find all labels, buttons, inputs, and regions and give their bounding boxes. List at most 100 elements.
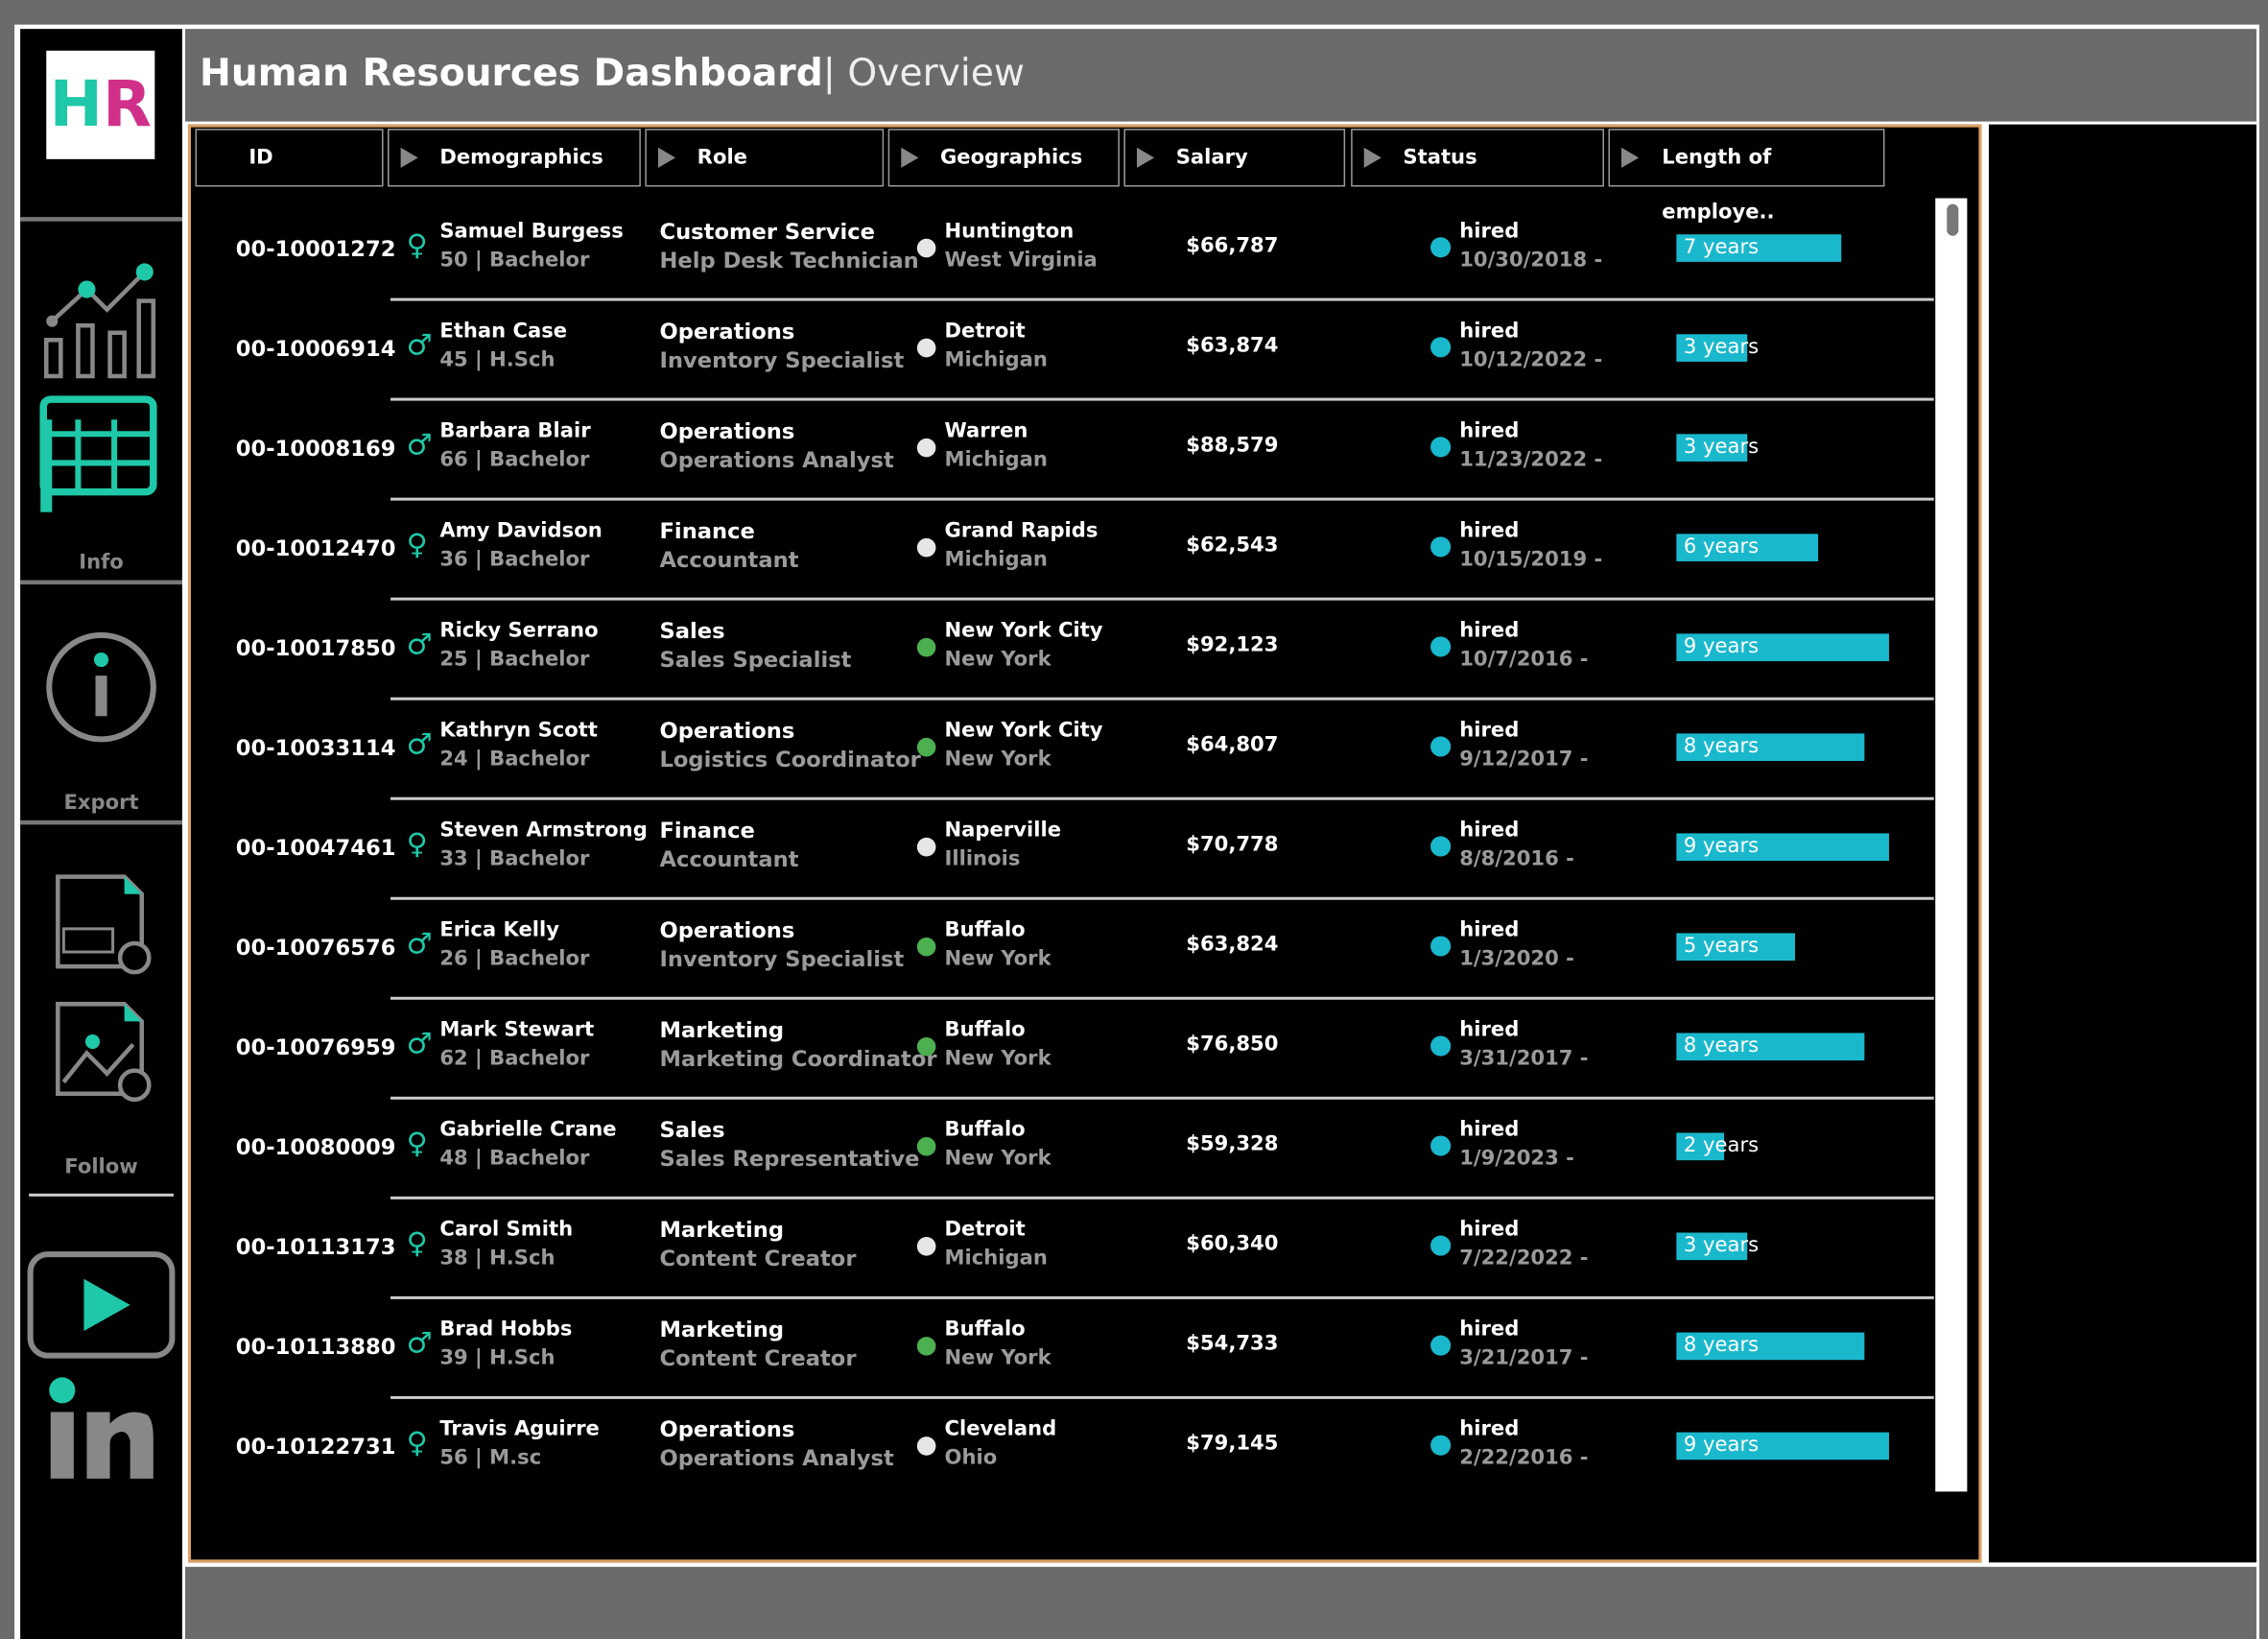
row-divider (390, 697, 1934, 701)
column-header[interactable]: Status (1351, 129, 1604, 187)
status-dot (1430, 1435, 1452, 1456)
download-icons[interactable] (52, 871, 156, 1117)
header-label: Length of employe.. (1662, 146, 1775, 225)
divider (29, 1193, 174, 1197)
header-label: Demographics (439, 146, 603, 170)
employee-id: 00-10076959 (235, 1033, 396, 1061)
hire-date: 2/22/2016 - (1459, 1446, 1589, 1470)
tenure-label: 5 years (1683, 934, 1760, 959)
name: Kathryn Scott (439, 719, 598, 743)
employee-id: 00-10012470 (235, 534, 396, 561)
column-header[interactable]: ID (195, 129, 384, 187)
location-dot (916, 937, 936, 957)
gender-icon: ♂ (406, 1325, 433, 1361)
department: Marketing (659, 1316, 785, 1343)
tenure-label: 9 years (1683, 1434, 1760, 1458)
job-title: Operations Analyst (659, 446, 894, 474)
sort-icon[interactable] (1363, 147, 1382, 168)
tenure-bar (1676, 334, 1748, 362)
tenure-label: 8 years (1683, 1033, 1760, 1058)
column-header[interactable]: Role (645, 129, 885, 187)
status-dot (1430, 636, 1452, 657)
sort-icon[interactable] (901, 147, 919, 168)
tenure-bar (1676, 1232, 1748, 1261)
gender-icon: ♂ (406, 326, 433, 362)
status: hired (1459, 1218, 1520, 1242)
job-title: Accountant (659, 546, 799, 574)
header-title: Human Resources Dashboard| Overview (200, 52, 1025, 95)
location-dot (916, 1137, 936, 1156)
side-panel (1989, 124, 2256, 1563)
location-dot (916, 238, 936, 258)
city: Huntington (944, 220, 1075, 244)
scrollbar[interactable] (1935, 198, 1968, 1492)
logo-text: HR (49, 67, 153, 142)
tenure-bar (1676, 1132, 1724, 1161)
status: hired (1459, 419, 1520, 443)
footer (184, 1566, 2256, 1639)
salary: $76,850 (1186, 1033, 1279, 1057)
salary: $63,824 (1186, 933, 1279, 957)
name: Steven Armstrong (439, 819, 648, 843)
status-dot (1430, 1035, 1452, 1057)
export-icon[interactable] (43, 629, 159, 746)
status: hired (1459, 918, 1520, 942)
salary: $60,340 (1186, 1232, 1279, 1256)
demographics: 56 | M.sc (439, 1446, 542, 1470)
department: Operations (659, 417, 795, 444)
employee-id: 00-10080009 (235, 1133, 396, 1161)
column-header[interactable]: Length of employe.. (1608, 129, 1885, 225)
department: Operations (659, 1415, 795, 1443)
demographics: 26 | Bachelor (439, 947, 590, 971)
tenure-bar (1676, 1432, 1889, 1461)
name: Samuel Burgess (439, 220, 624, 244)
sort-icon[interactable] (657, 147, 676, 168)
city: Detroit (944, 1218, 1026, 1242)
gender-icon: ♂ (406, 925, 433, 962)
sort-icon[interactable] (1137, 147, 1155, 168)
city: Naperville (944, 819, 1062, 843)
employee-id: 00-10113173 (235, 1234, 396, 1261)
column-header[interactable]: Demographics (388, 129, 641, 187)
column-header[interactable]: Geographics (887, 129, 1120, 187)
row-divider (390, 1196, 1934, 1200)
city: Buffalo (944, 1118, 1026, 1142)
nav-label[interactable]: Export (63, 791, 139, 815)
tenure-label: 3 years (1683, 335, 1760, 359)
gender-icon: ♀ (406, 226, 428, 262)
employee-id: 00-10122731 (235, 1434, 396, 1461)
hire-date: 9/12/2017 - (1459, 748, 1589, 772)
sort-icon[interactable] (1621, 147, 1640, 168)
column-header[interactable]: Salary (1123, 129, 1346, 187)
status: hired (1459, 719, 1520, 743)
header-label: Geographics (939, 146, 1083, 170)
info-icon[interactable] (35, 260, 165, 520)
city: New York City (944, 719, 1103, 743)
job-title: Help Desk Technician (659, 247, 919, 273)
social-icons[interactable] (26, 1250, 179, 1496)
nav-label[interactable]: Follow (64, 1155, 138, 1179)
status-dot (1430, 337, 1452, 358)
department: Customer Service (659, 218, 875, 245)
demographics: 24 | Bachelor (439, 748, 590, 772)
job-title: Sales Representative (659, 1146, 920, 1173)
scroll-thumb[interactable] (1947, 203, 1959, 236)
nav-label[interactable]: Info (79, 551, 124, 575)
tenure-label: 9 years (1683, 634, 1760, 658)
tenure-bar (1676, 733, 1865, 762)
department: Sales (659, 617, 725, 644)
divider (20, 580, 182, 585)
employee-id: 00-10017850 (235, 634, 396, 661)
job-title: Sales Specialist (659, 646, 852, 674)
status-dot (1430, 836, 1452, 857)
location-dot (916, 438, 936, 458)
job-title: Marketing Coordinator (659, 1046, 937, 1073)
salary: $63,874 (1186, 334, 1279, 358)
hire-date: 3/21/2017 - (1459, 1346, 1589, 1370)
sort-icon[interactable] (400, 147, 418, 168)
header (184, 29, 2256, 122)
logo[interactable]: HR (46, 50, 155, 159)
header-label: Role (697, 146, 748, 170)
row-divider (390, 1295, 1934, 1299)
